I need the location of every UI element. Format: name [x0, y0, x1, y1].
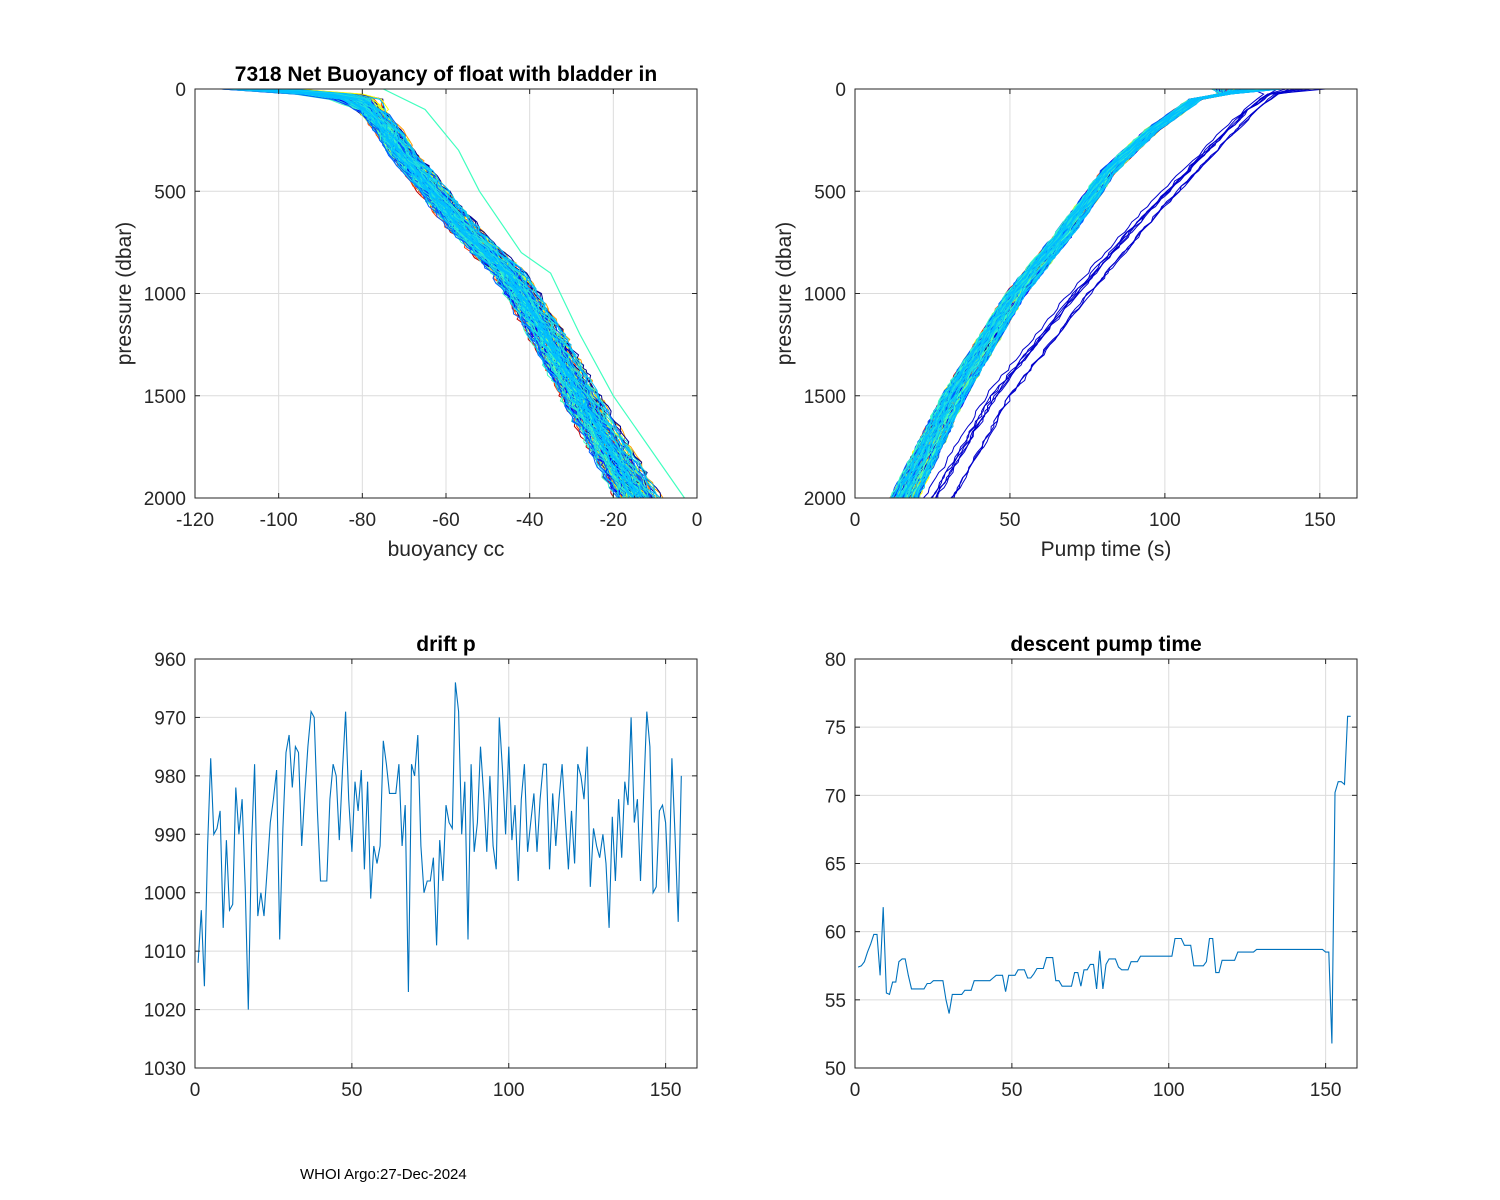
buoyancy-profile-line — [242, 89, 630, 498]
pump-profile-line — [911, 89, 1246, 498]
drift-y-tick-label: 1030 — [144, 1059, 186, 1080]
buoyancy-x-tick-label: 0 — [692, 510, 703, 531]
descent-series-group — [857, 715, 1351, 1044]
pump-profile-line — [950, 89, 1290, 498]
pump-y-tick-label: 500 — [814, 182, 846, 203]
descent-title: descent pump time — [1010, 633, 1201, 656]
pump-profile-line — [907, 89, 1242, 498]
buoyancy-profile-line — [268, 89, 630, 498]
descent-y-tick-label: 70 — [825, 786, 846, 807]
pump-x-tick-label: 0 — [850, 510, 861, 531]
pump-profile-line — [916, 89, 1233, 498]
buoyancy-series-group — [221, 89, 685, 498]
descent-series-line — [857, 715, 1351, 1044]
pump-profile-line — [891, 89, 1241, 498]
descent-y-tick-label: 65 — [825, 855, 846, 876]
buoyancy-y-axis-label: pressure (dbar) — [113, 222, 136, 366]
buoyancy-profile-line — [263, 89, 635, 498]
drift-plot-area — [195, 659, 697, 1068]
descent-y-tick-label: 75 — [825, 718, 846, 739]
descent-x-tick-label: 100 — [1153, 1080, 1185, 1101]
pump-profile-line — [907, 89, 1230, 498]
drift-y-tick-label: 960 — [154, 650, 186, 671]
drift-y-tick-label: 1000 — [144, 884, 186, 905]
drift-x-tick-label: 50 — [341, 1080, 362, 1101]
pump-profile-line — [896, 89, 1248, 498]
pump-y-tick-label: 1000 — [804, 285, 846, 306]
descent-y-tick-label: 80 — [825, 650, 846, 671]
buoyancy-x-tick-label: -80 — [349, 510, 376, 531]
descent-x-tick-label: 50 — [1001, 1080, 1022, 1101]
drift-x-tick-label: 0 — [190, 1080, 201, 1101]
pump-axes-frame — [854, 88, 1358, 499]
buoyancy-profile-line — [239, 89, 638, 498]
buoyancy-profile-line — [289, 89, 656, 498]
buoyancy-x-axis-label: buoyancy cc — [388, 538, 505, 561]
buoyancy-y-tick-label: 0 — [175, 80, 186, 101]
drift-series-group — [197, 682, 682, 1010]
drift-series-line — [197, 682, 682, 1010]
buoyancy-title: 7318 Net Buoyancy of float with bladder … — [235, 63, 657, 86]
footer-stamp: WHOI Argo:27-Dec-2024 — [300, 1166, 467, 1183]
descent-axes-frame — [854, 658, 1358, 1069]
descent-y-tick-label: 50 — [825, 1059, 846, 1080]
pump-x-tick-label: 50 — [999, 510, 1020, 531]
buoyancy-x-tick-label: -120 — [176, 510, 214, 531]
buoyancy-profile-line — [249, 89, 626, 498]
pump-y-tick-label: 0 — [835, 80, 846, 101]
buoyancy-x-tick-label: -40 — [516, 510, 543, 531]
buoyancy-y-tick-label: 1000 — [144, 285, 186, 306]
pump-profile-line — [923, 89, 1265, 498]
drift-y-tick-label: 990 — [154, 825, 186, 846]
pump-x-tick-label: 150 — [1304, 510, 1336, 531]
drift-axes-frame — [194, 658, 698, 1069]
descent-x-tick-label: 150 — [1310, 1080, 1342, 1101]
drift-p-axes: 0 50 100 150 960 970 980 990 1000 1010 1020 1030 dri… — [144, 633, 698, 1101]
buoyancy-x-tick-label: -60 — [432, 510, 459, 531]
drift-x-tick-label: 100 — [493, 1080, 525, 1101]
pump-y-tick-label: 1500 — [804, 387, 846, 408]
pump-profile-line — [914, 89, 1281, 498]
drift-title: drift p — [416, 633, 475, 656]
drift-y-tick-label: 980 — [154, 767, 186, 788]
buoyancy-y-tick-label: 1500 — [144, 387, 186, 408]
drift-y-tick-label: 1020 — [144, 1001, 186, 1022]
drift-x-tick-label: 150 — [650, 1080, 682, 1101]
drift-y-tick-label: 1010 — [144, 942, 186, 963]
pump-x-axis-label: Pump time (s) — [1041, 538, 1172, 561]
pump-series-group — [889, 89, 1326, 498]
pump-profile-line — [904, 89, 1232, 498]
buoyancy-y-tick-label: 2000 — [144, 489, 186, 510]
buoyancy-profile-line — [233, 89, 634, 498]
descent-x-tick-label: 0 — [850, 1080, 861, 1101]
pump-profile-line — [935, 89, 1326, 498]
drift-y-tick-label: 970 — [154, 708, 186, 729]
buoyancy-axes-frame — [194, 88, 698, 499]
pump-profile-line — [952, 89, 1301, 498]
buoyancy-profile-line — [265, 89, 619, 498]
buoyancy-axes: -120 -100 -80 -60 -40 -20 0 0 500 1000 1500 2000 731… — [113, 63, 702, 561]
pump-y-tick-label: 2000 — [804, 489, 846, 510]
buoyancy-x-tick-label: -100 — [260, 510, 298, 531]
pump-profile-line — [900, 89, 1251, 498]
pump-profile-line — [931, 89, 1306, 498]
pump-x-tick-label: 100 — [1149, 510, 1181, 531]
buoyancy-x-tick-label: -20 — [600, 510, 627, 531]
buoyancy-profile-line — [241, 89, 651, 498]
pump-profile-line — [930, 89, 1287, 498]
buoyancy-outlier-profile-line — [383, 89, 685, 498]
pump-y-axis-label: pressure (dbar) — [773, 222, 796, 366]
buoyancy-y-tick-label: 500 — [154, 182, 186, 203]
pump-profile-line — [890, 89, 1275, 498]
descent-y-tick-label: 60 — [825, 923, 846, 944]
descent-y-tick-label: 55 — [825, 991, 846, 1012]
